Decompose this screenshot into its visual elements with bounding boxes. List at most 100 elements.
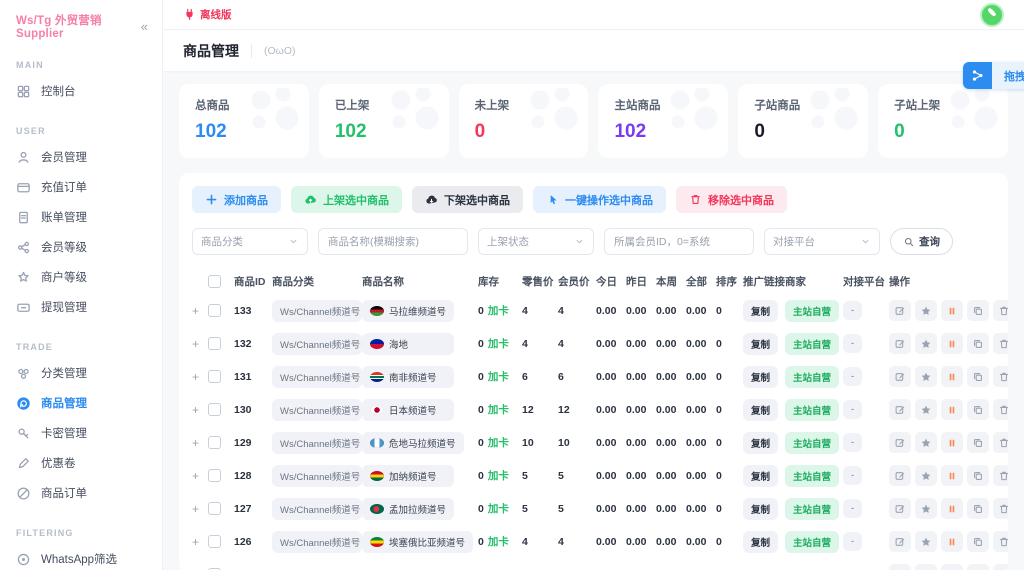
sidebar-item-member-level[interactable]: 会员等级 (16, 232, 148, 262)
row-checkbox[interactable] (208, 403, 221, 416)
favorite-button[interactable] (915, 366, 937, 387)
trash-button[interactable]: 移除选中商品 (676, 186, 787, 213)
copy-promo-link-chip[interactable]: 复制 (743, 431, 779, 454)
favorite-button[interactable] (915, 564, 937, 570)
product-name-input[interactable] (318, 228, 468, 255)
favorite-button[interactable] (915, 300, 937, 321)
row-expander[interactable]: + (192, 336, 200, 351)
copy-promo-link-chip[interactable]: 复制 (743, 365, 779, 388)
delete-button[interactable] (993, 333, 1008, 354)
favorite-button[interactable] (915, 399, 937, 420)
drag-sort-button[interactable]: 拖拽上架 (963, 62, 1024, 89)
row-checkbox[interactable] (208, 568, 221, 570)
favorite-button[interactable] (915, 432, 937, 453)
sidebar-item-order[interactable]: 商品订单 (16, 478, 148, 508)
add-card-link[interactable]: 加卡 (487, 437, 509, 449)
row-expander[interactable]: + (192, 468, 200, 483)
row-checkbox[interactable] (208, 436, 221, 449)
edit-button[interactable] (889, 531, 911, 552)
duplicate-button[interactable] (967, 399, 989, 420)
sidebar-item-coupon[interactable]: 优惠卷 (16, 448, 148, 478)
pause-button[interactable] (941, 564, 963, 570)
select-all-checkbox[interactable] (208, 274, 221, 288)
sidebar-item-dashboard[interactable]: 控制台 (16, 76, 148, 106)
row-checkbox[interactable] (208, 304, 221, 317)
row-expander[interactable]: + (192, 435, 200, 450)
row-checkbox[interactable] (208, 337, 221, 350)
duplicate-button[interactable] (967, 432, 989, 453)
delete-button[interactable] (993, 366, 1008, 387)
sidebar-item-category[interactable]: 分类管理 (16, 358, 148, 388)
plus-button[interactable]: 添加商品 (192, 186, 281, 213)
add-card-link[interactable]: 加卡 (487, 404, 509, 416)
edit-button[interactable] (889, 333, 911, 354)
sidebar-item-recharge-card[interactable]: 充值订单 (16, 172, 148, 202)
edit-button[interactable] (889, 399, 911, 420)
row-checkbox[interactable] (208, 502, 221, 515)
pause-button[interactable] (941, 432, 963, 453)
row-expander[interactable]: + (192, 534, 200, 549)
duplicate-button[interactable] (967, 465, 989, 486)
sidebar-item-bill[interactable]: 账单管理 (16, 202, 148, 232)
sidebar-item-merchant-level[interactable]: 商户等级 (16, 262, 148, 292)
row-expander[interactable]: + (192, 568, 199, 570)
row-checkbox[interactable] (208, 370, 221, 383)
whatsapp-avatar[interactable] (980, 2, 1004, 27)
add-card-link[interactable]: 加卡 (487, 305, 509, 317)
edit-button[interactable] (889, 300, 911, 321)
row-expander[interactable]: + (192, 303, 200, 318)
sidebar-collapse-icon[interactable]: « (140, 18, 148, 34)
delete-button[interactable] (993, 465, 1008, 486)
copy-promo-link-chip[interactable]: 复制 (743, 398, 779, 421)
copy-promo-link-chip[interactable]: 复制 (743, 332, 779, 355)
pause-button[interactable] (941, 498, 963, 519)
copy-promo-link-chip[interactable]: 复制 (743, 464, 779, 487)
delete-button[interactable] (993, 432, 1008, 453)
favorite-button[interactable] (915, 531, 937, 552)
member-id-input[interactable] (604, 228, 754, 255)
platform-select[interactable]: 对接平台 (764, 228, 880, 255)
row-checkbox[interactable] (208, 535, 221, 548)
copy-promo-link-chip[interactable]: 复制 (743, 299, 779, 322)
sidebar-item-user[interactable]: 会员管理 (16, 142, 148, 172)
add-card-link[interactable]: 加卡 (487, 536, 509, 548)
row-expander[interactable]: + (192, 402, 200, 417)
add-card-link[interactable]: 加卡 (487, 338, 509, 350)
pause-button[interactable] (941, 300, 963, 321)
cloud-up-button[interactable]: 上架选中商品 (291, 186, 402, 213)
sidebar-item-whatsapp-filter[interactable]: WhatsApp筛选 (16, 544, 148, 570)
row-expander[interactable]: + (192, 369, 200, 384)
favorite-button[interactable] (915, 333, 937, 354)
favorite-button[interactable] (915, 498, 937, 519)
edit-button[interactable] (889, 432, 911, 453)
copy-promo-link-chip[interactable]: 复制 (743, 497, 779, 520)
copy-promo-link-chip[interactable]: 复制 (743, 530, 779, 553)
add-card-link[interactable]: 加卡 (487, 503, 509, 515)
duplicate-button[interactable] (967, 366, 989, 387)
pause-button[interactable] (941, 366, 963, 387)
pause-button[interactable] (941, 531, 963, 552)
edit-button[interactable] (889, 366, 911, 387)
delete-button[interactable] (993, 399, 1008, 420)
hand-pointer-button[interactable]: 一键操作选中商品 (533, 186, 666, 213)
duplicate-button[interactable] (967, 333, 989, 354)
add-card-link[interactable]: 加卡 (487, 470, 509, 482)
pause-button[interactable] (941, 333, 963, 354)
duplicate-button[interactable] (967, 531, 989, 552)
product-category-select[interactable]: 商品分类 (192, 228, 308, 255)
search-button[interactable]: 查询 (890, 228, 953, 255)
duplicate-button[interactable] (967, 564, 989, 570)
row-checkbox[interactable] (208, 469, 221, 482)
add-card-link[interactable]: 加卡 (487, 371, 509, 383)
sidebar-item-key[interactable]: 卡密管理 (16, 418, 148, 448)
delete-button[interactable] (993, 498, 1008, 519)
pause-button[interactable] (941, 399, 963, 420)
sidebar-item-product[interactable]: 商品管理 (16, 388, 148, 418)
duplicate-button[interactable] (967, 498, 989, 519)
favorite-button[interactable] (915, 465, 937, 486)
edit-button[interactable] (889, 465, 911, 486)
duplicate-button[interactable] (967, 300, 989, 321)
sidebar-item-withdraw[interactable]: 提现管理 (16, 292, 148, 322)
delete-button[interactable] (993, 531, 1008, 552)
delete-button[interactable] (993, 300, 1008, 321)
